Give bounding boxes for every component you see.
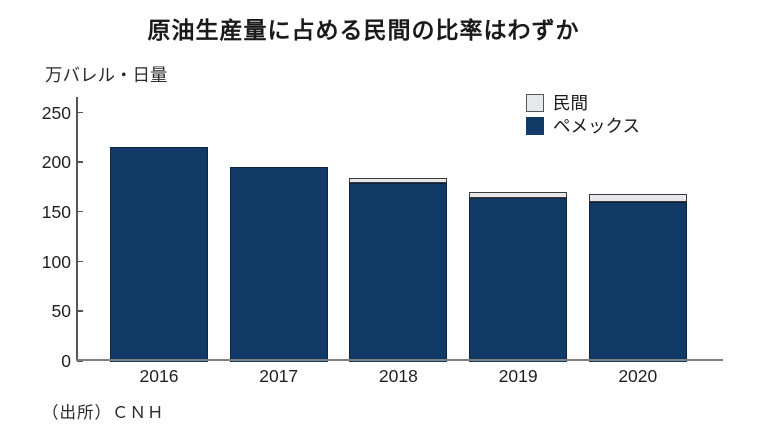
y-tick-label: 250 (41, 102, 71, 123)
chart-title: 原油生産量に占める民間の比率はわずか (147, 17, 580, 43)
bar-segment-private (588, 193, 687, 202)
legend-row: 民間 (526, 93, 640, 113)
y-tick-mark (77, 161, 83, 163)
bar-segment-private (349, 178, 448, 184)
y-axis-line (76, 97, 78, 361)
bar-segment-pemex (229, 167, 328, 362)
legend-swatch (526, 116, 544, 135)
y-tick-mark (77, 111, 83, 113)
legend-label: ペメックス (553, 116, 640, 136)
y-tick-mark (77, 310, 83, 312)
y-tick-label: 50 (51, 301, 71, 322)
x-tick-label: 2020 (618, 366, 658, 386)
bar-segment-private (469, 192, 568, 198)
x-axis-line (76, 359, 723, 361)
y-axis-unit-label: 万バレル・日量 (45, 65, 168, 85)
y-tick-mark (77, 210, 83, 213)
source-note: （出所）ＣＮＨ (42, 404, 165, 422)
x-tick-label: 2016 (139, 366, 179, 386)
bar-segment-pemex (349, 183, 448, 362)
legend-row: ペメックス (526, 116, 640, 136)
bar-segment-pemex (469, 197, 568, 362)
y-tick-label: 200 (41, 152, 71, 173)
bar-segment-pemex (588, 201, 687, 362)
y-tick-mark (77, 260, 83, 263)
x-tick-label: 2018 (378, 366, 418, 386)
y-tick-label: 150 (41, 201, 71, 222)
x-tick-label: 2017 (259, 366, 299, 386)
x-tick-label: 2019 (498, 366, 538, 386)
bar-segment-pemex (110, 147, 208, 362)
legend-label: 民間 (553, 93, 588, 113)
legend-swatch (526, 93, 544, 112)
y-tick-label: 100 (41, 251, 71, 272)
y-tick-label: 0 (61, 351, 71, 371)
legend: 民間 ペメックス (526, 93, 640, 139)
